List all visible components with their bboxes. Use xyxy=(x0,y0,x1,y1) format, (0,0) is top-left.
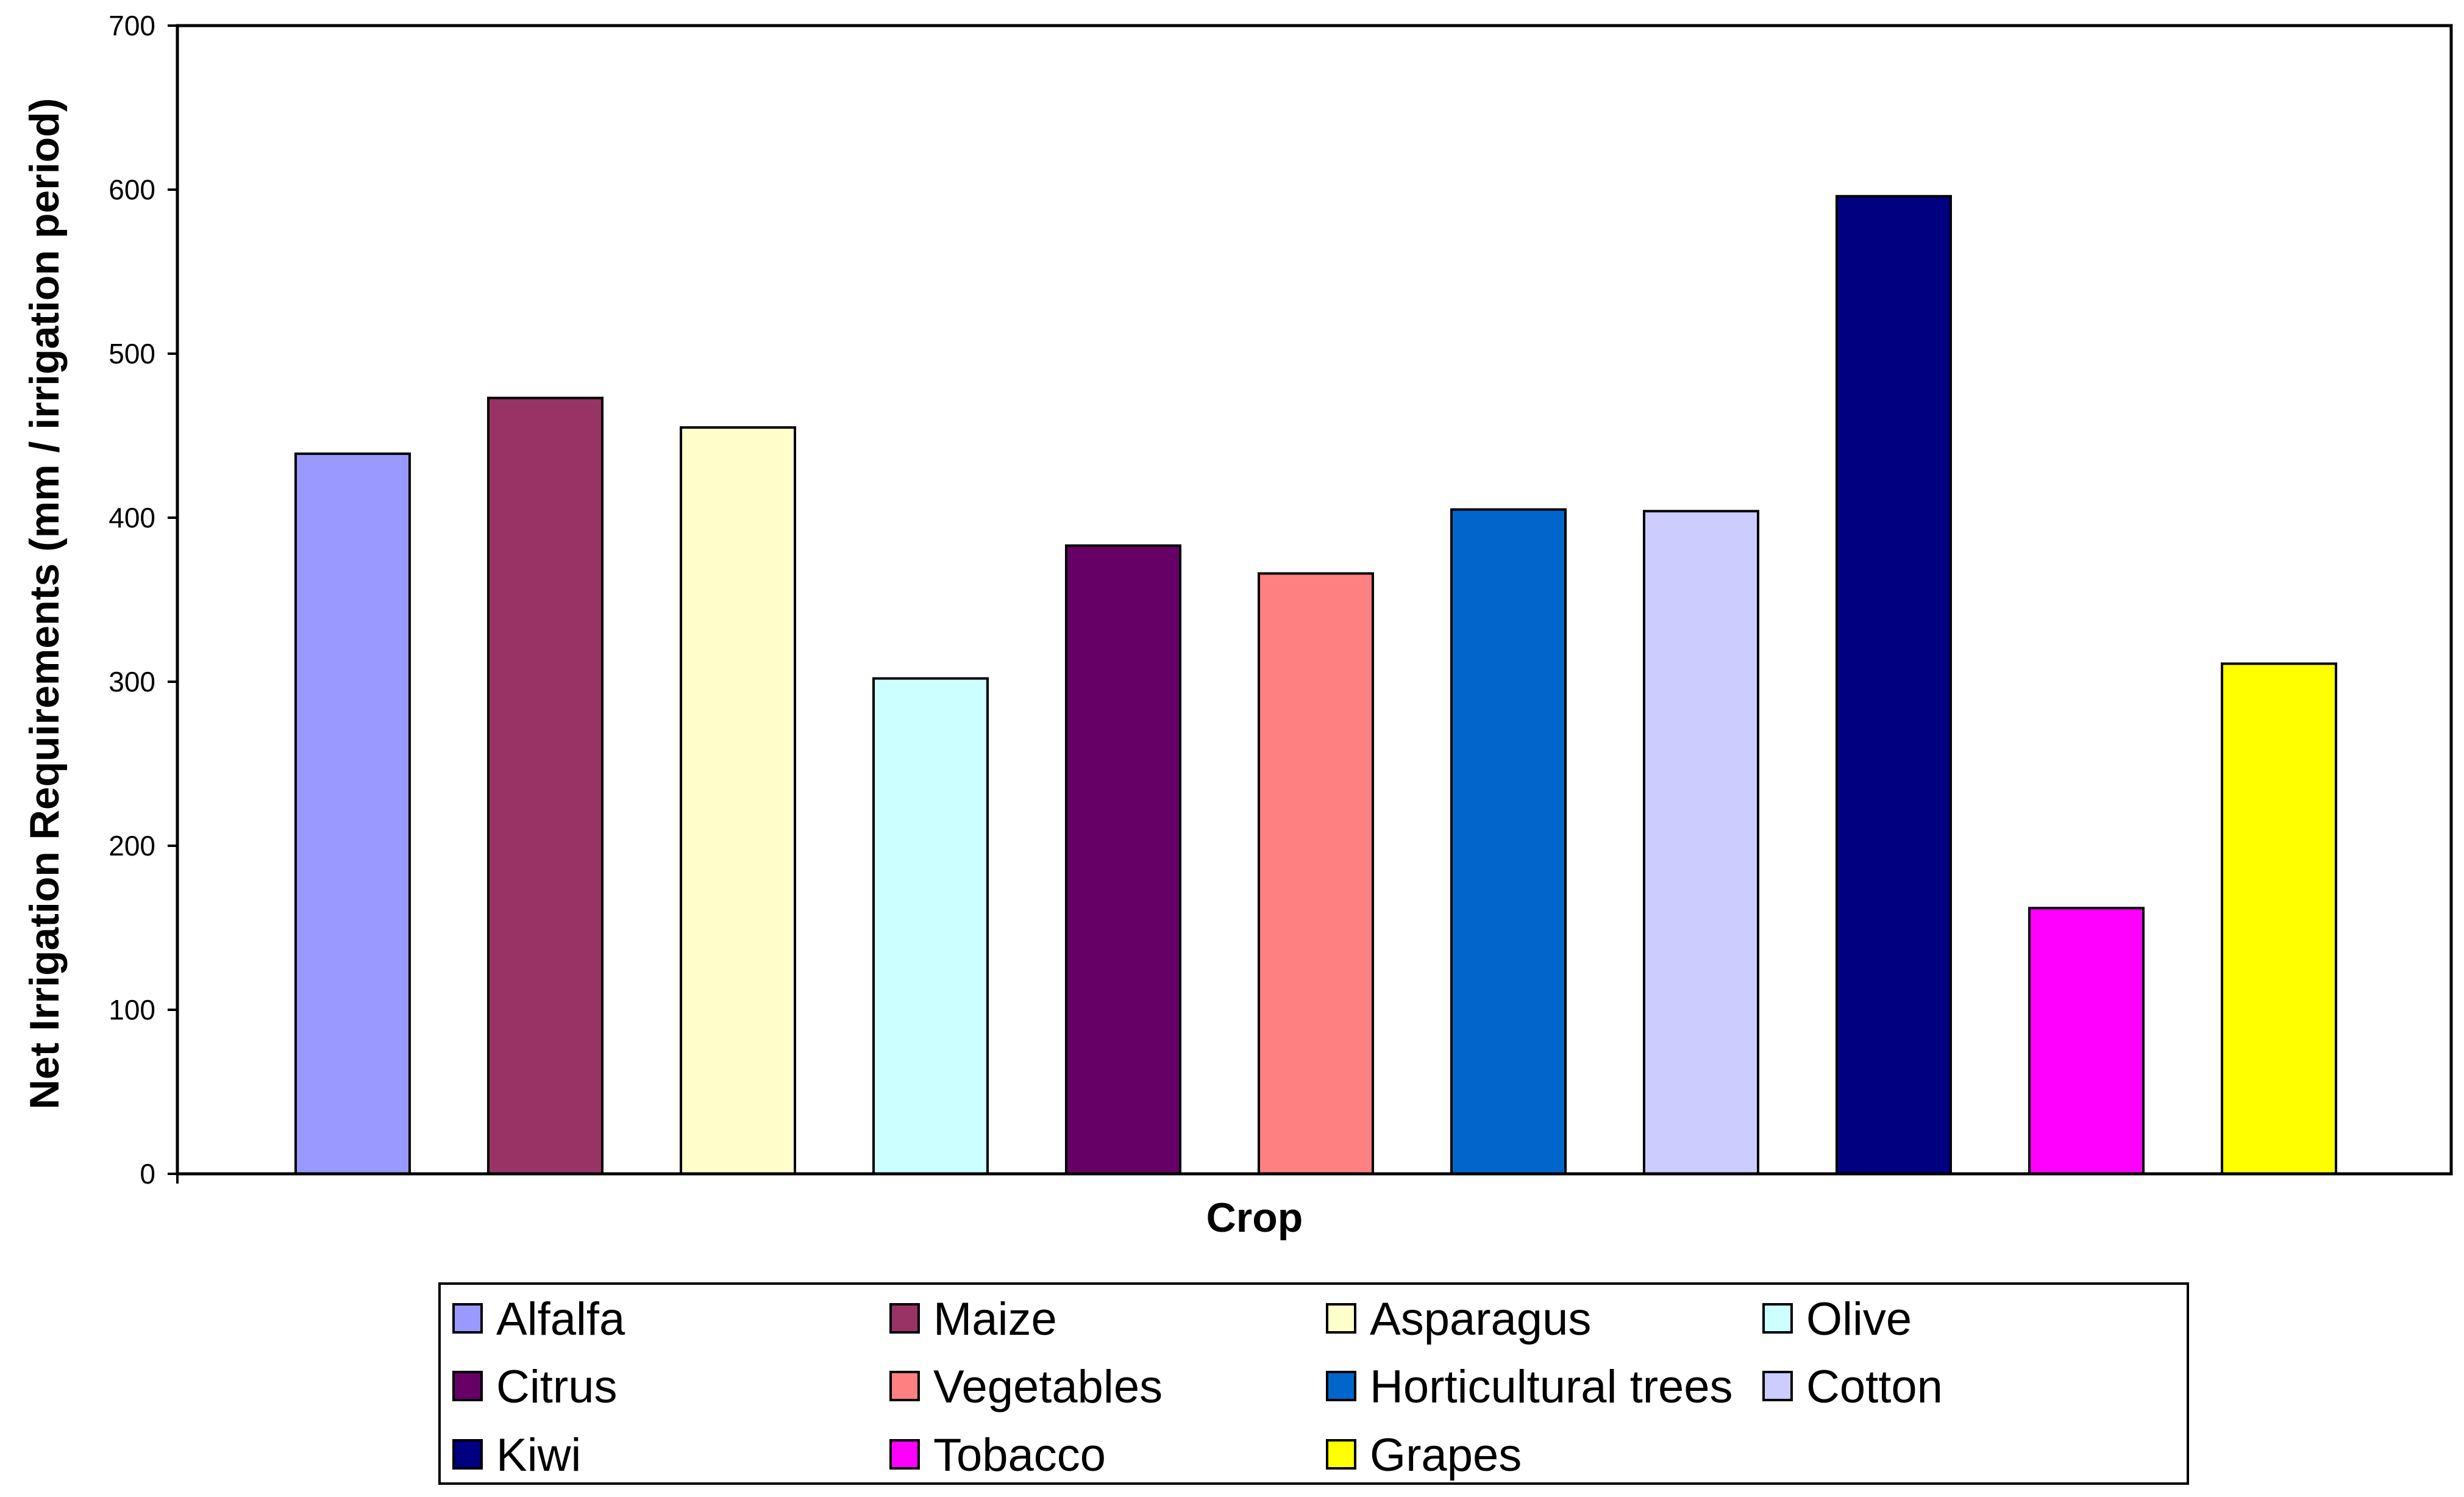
x-axis-title: Crop xyxy=(1206,1195,1303,1241)
y-tick-label: 300 xyxy=(109,666,155,698)
bar-grapes xyxy=(2221,662,2337,1176)
legend-swatch-kiwi xyxy=(452,1439,483,1470)
legend: Alfalfa Maize Asparagus Olive Citrus Vegetabl… xyxy=(438,1282,2189,1485)
y-axis-ticks: 0 100 200 300 400 500 600 700 xyxy=(109,10,179,1190)
y-tick-label: 700 xyxy=(109,10,155,41)
legend-label-cotton: Cotton xyxy=(1806,1361,1943,1413)
legend-swatch-maize xyxy=(889,1303,920,1334)
legend-swatch-horticultural-trees xyxy=(1326,1371,1356,1401)
y-tick-label: 500 xyxy=(109,338,155,370)
bar-kiwi xyxy=(1836,195,1952,1175)
legend-label-maize: Maize xyxy=(933,1293,1057,1345)
bar-tobacco xyxy=(2028,907,2145,1175)
bar-asparagus xyxy=(680,426,796,1175)
y-tick-label: 0 xyxy=(140,1158,155,1190)
legend-swatch-olive xyxy=(1762,1303,1793,1334)
bar-olive xyxy=(872,677,989,1175)
plot-area-border xyxy=(176,24,2453,1176)
bar-cotton xyxy=(1643,510,1759,1175)
y-tick-label: 100 xyxy=(109,994,155,1026)
legend-label-tobacco: Tobacco xyxy=(933,1429,1106,1481)
legend-label-horticultural-trees: Horticultural trees xyxy=(1370,1361,1733,1413)
bar-citrus xyxy=(1065,544,1181,1175)
bar-vegetables xyxy=(1258,572,1374,1175)
y-tick-label: 400 xyxy=(109,502,155,534)
bar-horticultural-trees xyxy=(1450,508,1567,1175)
legend-label-citrus: Citrus xyxy=(496,1361,617,1413)
legend-label-alfalfa: Alfalfa xyxy=(496,1293,625,1345)
y-axis-title: Net Irrigation Requirements (mm / irriga… xyxy=(21,98,68,1110)
y-tick-label: 600 xyxy=(109,174,155,205)
bar-maize xyxy=(487,396,604,1175)
bar-series xyxy=(294,195,2337,1176)
legend-label-grapes: Grapes xyxy=(1370,1429,1522,1481)
legend-swatch-citrus xyxy=(452,1371,483,1401)
legend-swatch-tobacco xyxy=(889,1439,920,1470)
bar-alfalfa xyxy=(294,452,411,1176)
legend-swatch-grapes xyxy=(1326,1439,1356,1470)
legend-label-asparagus: Asparagus xyxy=(1370,1293,1591,1345)
legend-swatch-alfalfa xyxy=(452,1303,483,1334)
legend-box xyxy=(438,1282,2189,1485)
legend-label-vegetables: Vegetables xyxy=(933,1361,1163,1413)
legend-label-kiwi: Kiwi xyxy=(496,1429,581,1481)
legend-swatch-asparagus xyxy=(1326,1303,1356,1334)
legend-swatch-cotton xyxy=(1762,1371,1793,1401)
y-tick-label: 200 xyxy=(109,830,155,862)
legend-swatch-vegetables xyxy=(889,1371,920,1401)
legend-label-olive: Olive xyxy=(1806,1293,1912,1345)
